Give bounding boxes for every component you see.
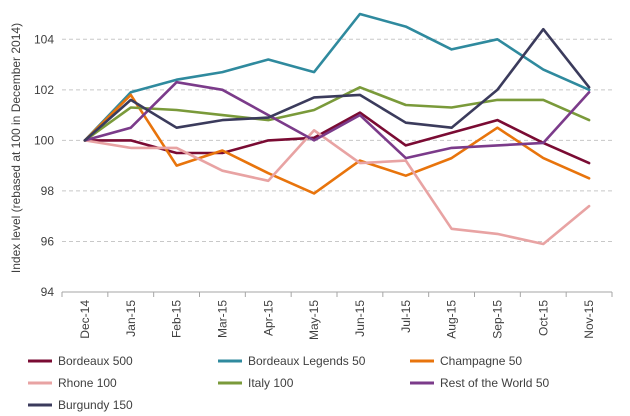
y-axis: 94 96 98 100 102 104 — [34, 32, 54, 299]
x-tick-label: Sep-15 — [490, 300, 504, 339]
legend-item: Bordeaux Legends 50 — [218, 354, 366, 368]
series-line-italy-100 — [83, 86, 591, 142]
y-tick-label: 98 — [41, 184, 55, 198]
legend-label: Rhone 100 — [58, 376, 117, 390]
series-line-bordeaux-500 — [83, 111, 591, 165]
y-tick-label: 102 — [34, 83, 54, 97]
legend-label: Bordeaux Legends 50 — [248, 354, 366, 368]
legend-label: Burgundy 150 — [58, 398, 133, 412]
legend-label: Bordeaux 500 — [58, 354, 133, 368]
x-tick-label: May-15 — [307, 300, 321, 340]
legend-item: Rest of the World 50 — [410, 376, 549, 390]
x-tick-label: Aug-15 — [445, 300, 459, 339]
legend-item: Italy 100 — [218, 376, 294, 390]
legend-label: Champagne 50 — [440, 354, 522, 368]
x-axis: Dec-14 Jan-15 Feb-15 Mar-15 Apr-15 May-15 Jun-… — [61, 291, 613, 340]
x-tick-label: Jan-15 — [124, 300, 138, 337]
x-tick-label: Dec-14 — [78, 300, 92, 339]
x-tick-label: Oct-15 — [536, 300, 550, 336]
series-line-burgundy-150 — [83, 27, 591, 142]
x-tick-label: Nov-15 — [582, 300, 596, 339]
legend-item: Burgundy 150 — [28, 398, 133, 412]
series-line-bordeaux-legends-50 — [83, 12, 591, 142]
x-tick-label: Mar-15 — [215, 300, 229, 338]
x-tick-label: Jun-15 — [353, 300, 367, 337]
series-line-champagne-50 — [83, 93, 591, 195]
legend-label: Italy 100 — [248, 376, 294, 390]
legend-item: Rhone 100 — [28, 376, 117, 390]
legend-item: Champagne 50 — [410, 354, 522, 368]
legend: Bordeaux 500 Bordeaux Legends 50 Champagne… — [28, 354, 549, 412]
x-tick-label: Apr-15 — [261, 300, 275, 336]
y-tick-label: 96 — [41, 234, 55, 248]
series-lines — [83, 12, 591, 246]
series-line-rhone-100 — [83, 129, 591, 246]
legend-item: Bordeaux 500 — [28, 354, 133, 368]
x-tick-label: Feb-15 — [170, 300, 184, 338]
series-line-rest-of-the-world-50 — [83, 80, 591, 160]
y-tick-label: 104 — [34, 32, 54, 46]
gridlines — [62, 38, 612, 242]
y-tick-label: 100 — [34, 133, 54, 147]
y-tick-label: 94 — [41, 285, 55, 299]
legend-label: Rest of the World 50 — [440, 376, 549, 390]
x-tick-label: Jul-15 — [399, 300, 413, 333]
y-axis-label: Index level (rebased at 100 in December … — [9, 23, 23, 273]
